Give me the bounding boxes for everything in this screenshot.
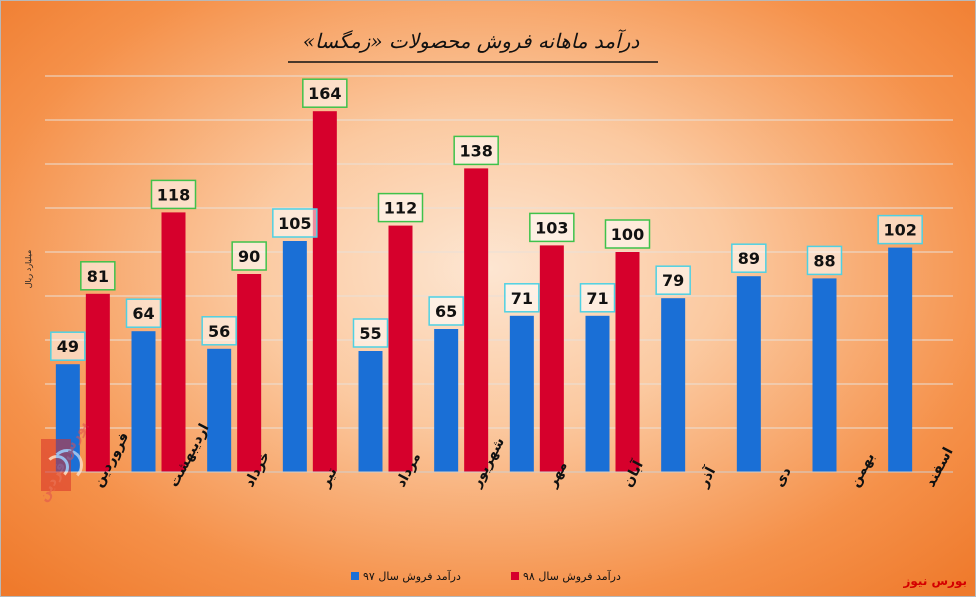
data-label: 71 [511, 289, 533, 308]
legend-swatch [351, 572, 359, 580]
bar-1 [661, 298, 686, 472]
data-label-border [150, 179, 197, 210]
data-label: 138 [459, 141, 492, 160]
data-label-box: 138 [453, 135, 499, 166]
data-label-box: 90 [231, 241, 267, 271]
bar-1 [282, 241, 307, 472]
watermark-logo: بورس فردین [35, 418, 103, 549]
data-label: 64 [132, 304, 154, 323]
chart-title-group: درآمد ماهانه فروش محصولات «زمگسا» [288, 29, 658, 63]
legend: درآمد فروش سال ۹۸ درآمد فروش سال ۹۷ [351, 569, 621, 583]
x-tick-label: بهمن [847, 450, 878, 490]
data-label: 71 [586, 289, 608, 308]
data-label-border [453, 135, 499, 166]
legend-label: درآمد فروش سال ۹۷ [363, 569, 461, 583]
data-label-box: 49 [50, 331, 86, 361]
watermark-emblem [41, 439, 83, 491]
data-label-border [231, 241, 267, 271]
data-label-border [352, 318, 389, 348]
y-axis-label: میلیارد ریال [24, 250, 33, 289]
bar-2 [237, 274, 262, 472]
data-label-box: 88 [806, 245, 843, 276]
data-label-box: 102 [877, 214, 923, 245]
bar-1 [434, 329, 459, 472]
data-label-box: 103 [529, 212, 575, 243]
bars [55, 111, 913, 472]
data-label-border [377, 192, 424, 223]
bar-1 [207, 348, 232, 472]
bar-2 [615, 252, 640, 472]
data-label-box: 79 [655, 265, 691, 295]
bar-2 [539, 245, 564, 472]
data-label-border [731, 243, 767, 273]
data-label-border [428, 296, 464, 326]
data-label: 164 [308, 84, 341, 103]
data-label-box: 100 [604, 219, 651, 249]
bar-2 [85, 293, 110, 472]
data-label-box: 71 [579, 283, 616, 313]
data-label-border [50, 331, 86, 361]
data-label: 65 [435, 302, 457, 321]
data-label-box: 112 [377, 192, 424, 223]
data-label-border [877, 214, 923, 245]
data-label-box: 118 [150, 179, 197, 210]
data-label: 79 [662, 271, 684, 290]
data-label-box: 164 [302, 78, 348, 108]
data-label-border [655, 265, 691, 295]
data-label-border [201, 316, 237, 346]
value-labels: 49 81 64 118 56 90 105 164 55 112 65 138 71 103 71 100 7… [50, 78, 923, 361]
data-label: 55 [359, 324, 381, 343]
data-label-border [125, 298, 162, 328]
bar-1 [736, 276, 761, 472]
data-label: 49 [57, 337, 79, 356]
bar-2 [388, 225, 413, 472]
data-label: 105 [278, 214, 311, 233]
bar-1 [358, 351, 383, 472]
bar-1 [131, 331, 156, 472]
bar-1 [585, 315, 610, 472]
data-label-border [604, 219, 651, 249]
data-label-border [529, 212, 575, 243]
x-tick-label: آذر [693, 463, 719, 491]
data-label: 118 [157, 185, 190, 204]
data-label: 103 [535, 218, 568, 237]
data-label: 100 [611, 225, 644, 244]
bar-2 [312, 111, 337, 472]
bar-1 [509, 315, 534, 472]
bar-2 [464, 168, 489, 472]
bar-1 [888, 247, 913, 472]
data-label-box: 55 [352, 318, 389, 348]
data-label: 90 [238, 247, 260, 266]
data-label: 102 [883, 221, 916, 240]
legend-label: درآمد فروش سال ۹۸ [523, 569, 621, 583]
gridlines [45, 75, 953, 429]
data-label: 88 [813, 251, 835, 270]
data-label-border [504, 283, 540, 313]
data-label-box: 81 [80, 261, 116, 291]
data-label-box: 89 [731, 243, 767, 273]
brand-label: بورس نیوز [903, 574, 967, 588]
legend-swatch [511, 572, 519, 580]
data-label-box: 56 [201, 316, 237, 346]
data-label-box: 64 [125, 298, 162, 328]
data-label: 81 [87, 267, 109, 286]
data-label-box: 71 [504, 283, 540, 313]
data-label-border [80, 261, 116, 291]
x-tick-label: اسفند [923, 445, 957, 490]
bar-1 [812, 278, 837, 472]
data-label-box: 105 [272, 208, 318, 238]
data-label: 112 [384, 199, 417, 218]
bar-2 [161, 212, 186, 472]
data-label-border [272, 208, 318, 238]
data-label-border [302, 78, 348, 108]
data-label-border [806, 245, 843, 276]
data-label-border [579, 283, 616, 313]
data-label: 56 [208, 322, 230, 341]
chart-title: درآمد ماهانه فروش محصولات «زمگسا» [303, 29, 640, 53]
x-tick-label: دی [771, 465, 795, 490]
data-label: 89 [738, 249, 760, 268]
data-label-box: 65 [428, 296, 464, 326]
